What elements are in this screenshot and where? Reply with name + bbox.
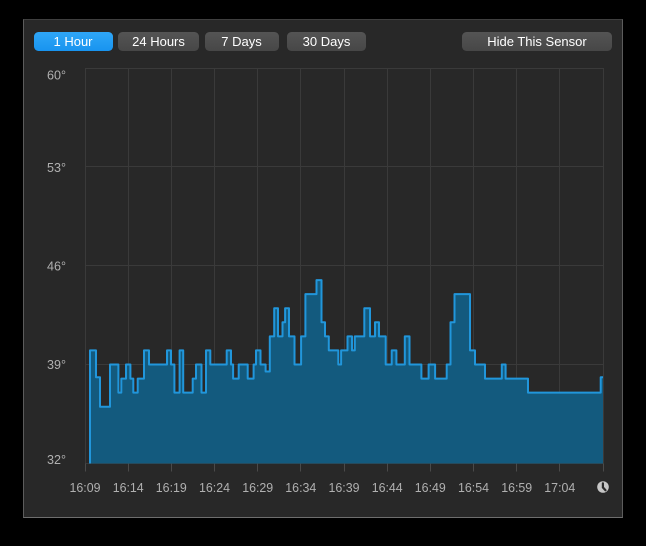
svg-text:32°: 32° [47, 453, 66, 467]
svg-text:16:19: 16:19 [156, 481, 187, 495]
svg-text:16:44: 16:44 [372, 481, 403, 495]
svg-text:53°: 53° [47, 161, 66, 175]
svg-text:16:49: 16:49 [415, 481, 446, 495]
svg-text:46°: 46° [47, 260, 66, 274]
svg-text:16:59: 16:59 [501, 481, 532, 495]
svg-text:16:24: 16:24 [199, 481, 230, 495]
svg-text:16:14: 16:14 [113, 481, 144, 495]
svg-text:16:39: 16:39 [329, 481, 360, 495]
svg-text:39°: 39° [47, 358, 66, 372]
svg-text:16:09: 16:09 [70, 481, 101, 495]
svg-text:60°: 60° [47, 69, 66, 83]
svg-text:16:54: 16:54 [458, 481, 489, 495]
svg-text:17:04: 17:04 [544, 481, 575, 495]
svg-text:16:29: 16:29 [242, 481, 273, 495]
svg-text:16:34: 16:34 [285, 481, 316, 495]
